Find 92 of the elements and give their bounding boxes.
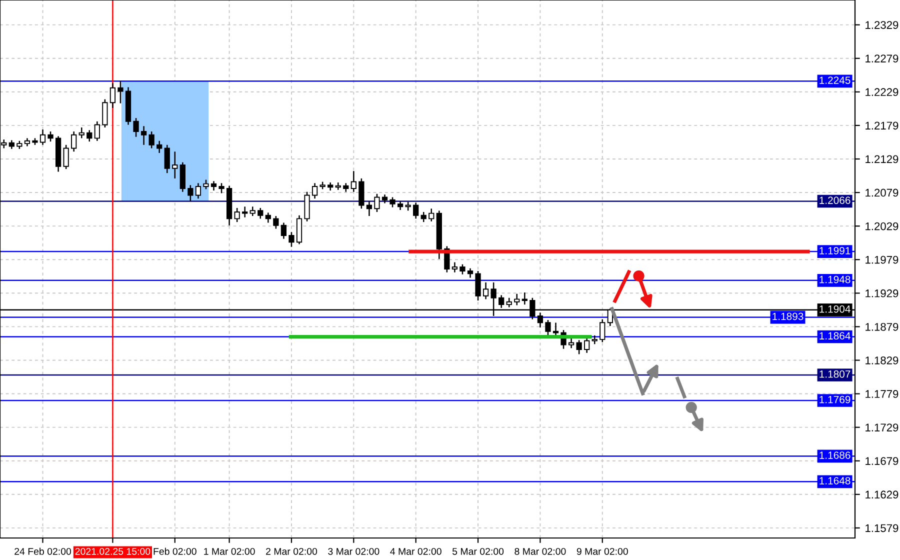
candlestick xyxy=(71,130,77,152)
y-tick-label: 1.2279 xyxy=(866,54,898,62)
candlestick xyxy=(156,140,162,154)
candlestick xyxy=(482,282,489,300)
candlestick xyxy=(188,184,194,202)
x-tick-label: 4 Mar 02:00 xyxy=(390,548,442,555)
candlestick xyxy=(390,196,396,208)
candlestick xyxy=(63,144,69,170)
candlestick xyxy=(133,117,139,138)
candlestick xyxy=(576,339,582,355)
ref-line-label: 1.1904 xyxy=(820,305,850,313)
candlestick xyxy=(288,231,294,248)
y-tick-label: 1.1779 xyxy=(866,390,898,398)
y-tick-label: 1.2329 xyxy=(866,21,898,29)
candlestick xyxy=(600,318,606,343)
candlestick xyxy=(94,120,100,142)
candlestick xyxy=(506,297,512,308)
ref-line-label: 1.1864 xyxy=(820,332,850,340)
candlestick xyxy=(467,268,474,278)
candlestick xyxy=(537,312,544,328)
candlestick xyxy=(568,337,574,349)
candlestick xyxy=(40,128,46,146)
candlestick xyxy=(234,207,240,223)
x-tick-label: 24 Feb 02:00 xyxy=(14,548,72,555)
candlestick xyxy=(218,182,224,194)
candlestick xyxy=(210,180,217,192)
candlestick xyxy=(118,80,124,104)
y-tick-label: 1.1979 xyxy=(866,256,898,264)
candlestick xyxy=(265,212,271,224)
y-tick-label: 1.2179 xyxy=(866,122,898,130)
y-tick-label: 1.2229 xyxy=(866,88,898,96)
candlestick xyxy=(514,293,520,306)
candlestick xyxy=(460,264,466,275)
ref-line-label: 1.1686 xyxy=(820,452,850,459)
candlestick xyxy=(428,208,434,222)
y-tick-label: 1.1679 xyxy=(866,457,898,465)
candlestick xyxy=(140,125,147,146)
candlestick xyxy=(48,130,54,142)
candlestick xyxy=(358,178,364,210)
x-tick-label: 2021.02.25 15:00 xyxy=(75,548,150,555)
x-tick-label: 9 Mar 02:00 xyxy=(576,548,628,555)
ref-line-label: 1.2066 xyxy=(820,196,850,204)
candlestick xyxy=(250,206,256,217)
candlestick xyxy=(148,130,154,149)
candlestick xyxy=(180,162,186,192)
candlestick xyxy=(110,82,116,109)
y-tick-label: 1.1929 xyxy=(866,289,898,298)
ref-line-label: 1.2245 xyxy=(820,76,850,84)
candlestick xyxy=(304,191,310,222)
candlestick xyxy=(78,126,84,139)
x-tick-label: 1 Mar 02:00 xyxy=(204,548,255,555)
candlestick xyxy=(203,179,209,190)
candlestick xyxy=(475,270,481,302)
candlestick xyxy=(452,262,458,273)
candlestick xyxy=(312,182,318,200)
ref-line-label: 1.1893 xyxy=(772,312,804,320)
x-tick-label: 5 Mar 02:00 xyxy=(452,548,504,555)
candlestick xyxy=(366,200,372,217)
y-tick-label: 1.2079 xyxy=(866,188,898,197)
candlestick xyxy=(350,170,356,192)
candlestick xyxy=(374,193,380,213)
candlestick xyxy=(280,222,287,240)
candlestick xyxy=(242,206,248,218)
candlestick xyxy=(86,130,92,142)
x-tick-label: 8 Mar 02:00 xyxy=(514,548,566,555)
candlestick xyxy=(584,336,590,354)
candlestick xyxy=(102,98,108,128)
x-tick-label: 2 Mar 02:00 xyxy=(266,548,318,555)
candlestick xyxy=(522,292,528,306)
candlestick xyxy=(545,319,551,336)
ref-line-label: 1.1948 xyxy=(820,276,850,284)
ref-line-label: 1.1807 xyxy=(820,370,850,378)
candlestick xyxy=(273,215,279,230)
candlestick xyxy=(413,202,419,220)
y-tick-label: 1.2129 xyxy=(866,155,898,164)
ref-line-label: 1.1648 xyxy=(820,477,850,484)
candlestick xyxy=(172,150,178,180)
y-tick-label: 1.1729 xyxy=(866,424,898,432)
ref-line-label: 1.1769 xyxy=(820,396,850,404)
y-tick-label: 1.1879 xyxy=(866,322,898,331)
candlestick xyxy=(420,211,426,223)
x-tick-label: 3 Mar 02:00 xyxy=(328,548,380,555)
y-tick-label: 1.1579 xyxy=(866,524,898,532)
ref-line-label: 1.1991 xyxy=(820,246,850,254)
y-tick-label: 1.1829 xyxy=(866,356,898,364)
candlestick xyxy=(258,207,264,220)
y-tick-label: 1.2029 xyxy=(866,222,898,230)
y-tick-label: 1.1629 xyxy=(866,490,898,499)
candlestick xyxy=(296,214,302,245)
candlestick xyxy=(164,144,170,174)
candlestick xyxy=(195,182,202,200)
x-tick-label: Feb 02:00 xyxy=(154,548,196,555)
